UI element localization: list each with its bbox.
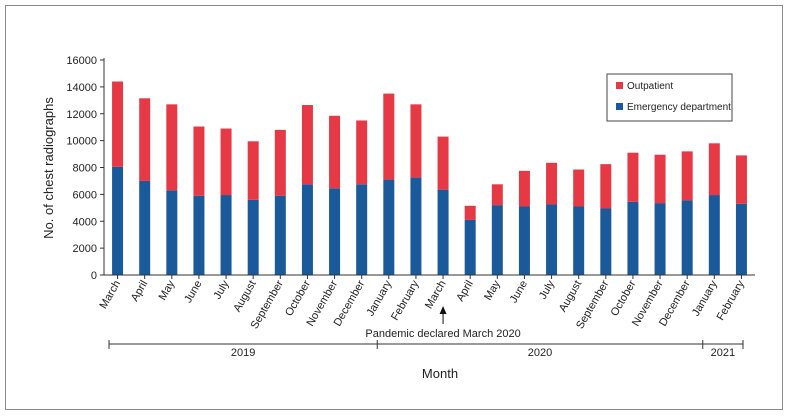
- legend-label: Emergency department: [627, 102, 731, 113]
- x-tick-label: March: [423, 279, 449, 311]
- outpatient-bar: [546, 162, 558, 205]
- outpatient-bar: [518, 170, 530, 207]
- emergency-department-bar: [274, 195, 286, 275]
- y-tick-label: 14000: [66, 82, 97, 94]
- emergency-department-bar: [681, 200, 693, 275]
- figure-frame: [5, 5, 783, 410]
- outpatient-bar: [654, 154, 666, 204]
- outpatient-bar: [383, 93, 395, 180]
- emergency-department-bar: [464, 219, 476, 275]
- legend-label: Outpatient: [627, 81, 673, 92]
- x-tick-label: January: [690, 278, 720, 318]
- emergency-department-bar: [301, 184, 313, 275]
- outpatient-bar: [274, 129, 286, 196]
- emergency-department-bar: [491, 205, 503, 275]
- outpatient-bar: [247, 141, 259, 200]
- outpatient-bar: [491, 184, 503, 206]
- pandemic-annotation: Pandemic declared March 2020: [365, 306, 521, 340]
- outpatient-bar: [735, 155, 747, 204]
- annotation-arrowhead: [439, 306, 447, 314]
- x-tick-label: July: [211, 278, 231, 301]
- outpatient-bar: [112, 81, 124, 167]
- y-tick-label: 8000: [73, 163, 97, 175]
- x-tick-label: August: [557, 279, 585, 315]
- x-tick-label: May: [157, 278, 178, 302]
- x-tick-label: July: [537, 278, 557, 301]
- legend-box: [606, 73, 733, 122]
- year-label: 2019: [231, 347, 255, 359]
- emergency-department-bar: [356, 184, 368, 275]
- outpatient-bar: [356, 120, 368, 185]
- year-label: 2021: [711, 347, 735, 359]
- outpatient-bar: [708, 143, 720, 196]
- emergency-department-bar: [735, 203, 747, 275]
- y-axis-title: No. of chest radiographs: [41, 97, 56, 239]
- outpatient-bar: [329, 115, 341, 189]
- outpatient-bar: [627, 152, 639, 202]
- x-tick-label: May: [482, 278, 503, 302]
- outpatient-bar: [464, 205, 476, 220]
- emergency-department-bar: [410, 177, 422, 275]
- x-tick-label: April: [129, 279, 150, 304]
- emergency-department-bar: [627, 201, 639, 275]
- y-tick-label: 0: [91, 270, 97, 282]
- outpatient-bar: [681, 151, 693, 201]
- emergency-department-bar: [573, 206, 585, 275]
- x-axis-title: Month: [422, 366, 458, 381]
- emergency-department-bar: [112, 166, 124, 275]
- year-label: 2020: [528, 347, 552, 359]
- x-axis: March April May June July AugustSeptemberOcto…: [97, 274, 755, 331]
- annotation-text: Pandemic declared March 2020: [365, 328, 520, 340]
- emergency-department-bar: [437, 189, 449, 275]
- emergency-department-bar: [193, 195, 205, 275]
- outpatient-bar: [139, 98, 151, 181]
- x-tick-label: October: [283, 278, 313, 318]
- outpatient-bar: [437, 136, 449, 190]
- y-tick-label: 6000: [73, 189, 97, 201]
- x-tick-label: March: [97, 279, 123, 311]
- outpatient-bar: [301, 105, 313, 185]
- year-brackets: 2019 2020 2021: [108, 340, 744, 359]
- y-tick-label: 16000: [66, 55, 97, 67]
- outpatient-bar: [220, 128, 232, 196]
- legend-swatch: [616, 82, 623, 89]
- emergency-department-bar: [708, 195, 720, 275]
- outpatient-bar: [410, 104, 422, 178]
- x-tick-label: June: [182, 279, 204, 306]
- y-tick-label: 4000: [73, 216, 97, 228]
- emergency-department-bar: [654, 203, 666, 275]
- legend: Outpatient Emergency department: [606, 73, 733, 122]
- y-tick-label: 12000: [66, 109, 97, 121]
- outpatient-bar: [600, 164, 612, 209]
- emergency-department-bar: [329, 188, 341, 275]
- x-tick-label: October: [609, 278, 639, 318]
- outpatient-bar: [166, 104, 178, 191]
- y-axis: 0 2000 4000 6000 8000 10000 12000 14000 16000: [66, 55, 105, 282]
- x-tick-label: January: [364, 278, 394, 318]
- x-tick-label: April: [454, 279, 475, 304]
- y-tick-label: 2000: [73, 243, 97, 255]
- emergency-department-bar: [139, 180, 151, 275]
- y-tick-label: 10000: [66, 136, 97, 148]
- emergency-department-bar: [220, 195, 232, 275]
- emergency-department-bar: [518, 206, 530, 275]
- emergency-department-bar: [166, 190, 178, 275]
- legend-swatch: [616, 103, 623, 110]
- bars: [112, 81, 747, 275]
- emergency-department-bar: [546, 204, 558, 275]
- outpatient-bar: [573, 169, 585, 207]
- outpatient-bar: [193, 126, 205, 196]
- x-tick-label: June: [508, 279, 530, 306]
- emergency-department-bar: [600, 208, 612, 275]
- x-tick-label: August: [231, 279, 259, 315]
- emergency-department-bar: [247, 199, 259, 275]
- emergency-department-bar: [383, 179, 395, 275]
